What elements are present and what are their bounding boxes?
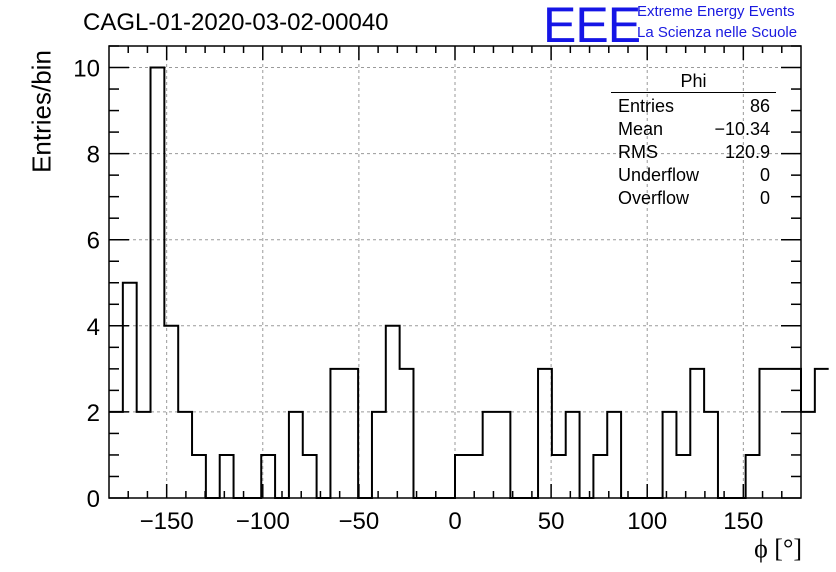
stats-label: Entries [618,96,675,116]
histogram-line [109,66,829,499]
x-tick-label: 0 [448,508,461,535]
eee-logo: EEE [543,0,641,53]
stats-box: Phi Entries 86 Mean −10.34 RMS 120.9 Underf… [611,71,776,210]
y-tick-label: 4 [87,314,100,341]
grid [109,46,801,498]
stats-row: Entries 86 [611,95,776,118]
x-tick-label: 50 [538,508,565,535]
x-tick-label: 100 [627,508,667,535]
stats-value: 86 [749,96,770,116]
stats-row: Overflow 0 [611,187,776,210]
stats-value: 0 [759,188,770,208]
stats-label: RMS [618,142,658,162]
y-tick-label: 0 [87,486,100,513]
stats-row: Mean −10.34 [611,118,776,141]
stats-value: −10.34 [714,119,770,139]
stats-value: 120.9 [724,142,770,162]
y-tick-label: 10 [73,56,100,83]
x-axis-label: ϕ [°] [754,534,802,563]
stats-row: Underflow 0 [611,164,776,187]
y-tick-label: 6 [87,228,100,255]
y-tick-label: 8 [87,142,100,169]
x-tick-label: 150 [723,508,763,535]
x-tick-label: −150 [140,508,194,535]
stats-row: RMS 120.9 [611,141,776,164]
x-tick-label: −50 [339,508,380,535]
stats-value: 0 [759,165,770,185]
logo-line1: Extreme Energy Events [637,3,795,20]
tick-labels: −150 −100 −50 0 50 100 150 0 2 4 6 8 10 [73,56,763,535]
x-tick-label: −100 [236,508,290,535]
stats-label: Overflow [618,188,690,208]
y-axis-label: Entries/bin [26,50,57,173]
chart-title: CAGL-01-2020-03-02-00040 [83,9,389,36]
stats-title: Phi [611,71,776,93]
stats-label: Underflow [618,165,700,185]
stats-label: Mean [618,119,664,139]
logo-line2: La Scienza nelle Scuole [637,24,798,41]
y-tick-label: 2 [87,400,100,427]
